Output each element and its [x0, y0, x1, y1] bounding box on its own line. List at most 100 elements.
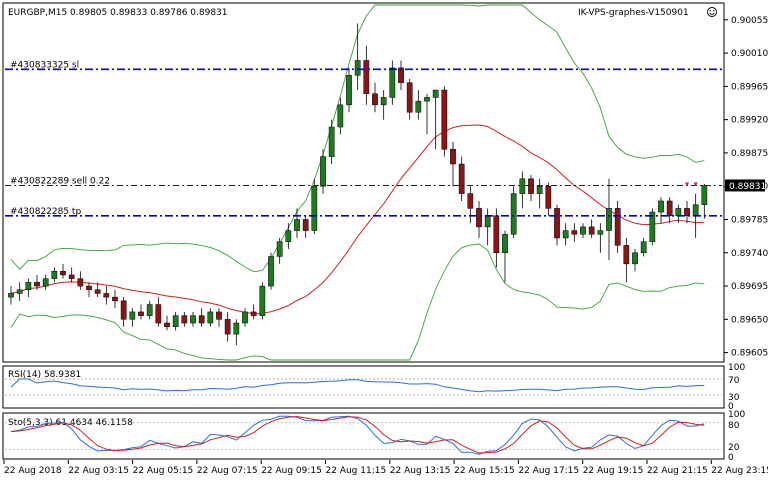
time-axis-label: 22 Aug 23:15 — [711, 466, 768, 476]
candle[interactable] — [354, 23, 361, 91]
candle[interactable] — [138, 304, 144, 320]
candle[interactable] — [86, 282, 92, 298]
candle[interactable] — [112, 289, 118, 309]
candle[interactable] — [34, 274, 40, 290]
candle[interactable] — [467, 186, 474, 224]
candle[interactable] — [42, 274, 49, 290]
candle[interactable] — [554, 204, 560, 246]
candle[interactable] — [363, 45, 370, 105]
candle[interactable] — [580, 223, 586, 238]
candle[interactable] — [120, 297, 127, 327]
candle[interactable] — [684, 200, 690, 224]
candle[interactable] — [60, 263, 66, 279]
candle[interactable] — [614, 200, 621, 253]
candle[interactable] — [250, 304, 257, 320]
candle[interactable] — [406, 78, 413, 120]
sto-level-label: 100 — [728, 410, 745, 420]
candle-body — [519, 178, 526, 194]
candle[interactable] — [701, 183, 708, 219]
candle[interactable] — [536, 178, 543, 209]
candle[interactable] — [545, 182, 552, 216]
candle-body — [60, 271, 66, 276]
candle-body — [441, 89, 448, 150]
candle[interactable] — [268, 252, 274, 290]
candle-body — [597, 230, 604, 235]
candle[interactable] — [155, 297, 162, 327]
candle-body — [406, 82, 413, 113]
candle[interactable] — [285, 223, 292, 250]
candle[interactable] — [224, 311, 231, 342]
candle-body — [476, 208, 482, 228]
candle[interactable] — [198, 308, 205, 327]
candle[interactable] — [172, 311, 179, 331]
candle[interactable] — [181, 311, 188, 327]
candle[interactable] — [242, 308, 248, 327]
candle[interactable] — [164, 315, 170, 331]
candle[interactable] — [8, 286, 14, 305]
candle[interactable] — [562, 223, 569, 246]
candle[interactable] — [519, 171, 526, 209]
candle[interactable] — [649, 208, 656, 246]
candle[interactable] — [302, 215, 309, 238]
candle[interactable] — [458, 156, 465, 201]
candle[interactable] — [233, 319, 240, 346]
candle[interactable] — [346, 67, 352, 113]
candle[interactable] — [510, 186, 517, 238]
candle[interactable] — [623, 237, 630, 283]
candle[interactable] — [207, 308, 214, 327]
candle[interactable] — [424, 93, 430, 135]
candle[interactable] — [632, 249, 638, 272]
candle[interactable] — [328, 119, 335, 165]
candle[interactable] — [528, 175, 534, 201]
candle[interactable] — [640, 237, 647, 257]
candle[interactable] — [129, 308, 136, 327]
candle[interactable] — [190, 311, 196, 327]
candle[interactable] — [16, 282, 23, 301]
candle[interactable] — [415, 90, 422, 120]
candle[interactable] — [606, 178, 612, 261]
candle[interactable] — [320, 149, 326, 194]
candle[interactable] — [380, 90, 387, 120]
candle[interactable] — [337, 97, 344, 135]
candle-body — [242, 311, 248, 324]
candle[interactable] — [276, 237, 283, 264]
candle-body — [632, 252, 638, 265]
candle[interactable] — [294, 208, 300, 238]
candle[interactable] — [77, 271, 84, 290]
candle[interactable] — [398, 60, 404, 91]
candle-body — [16, 289, 23, 294]
candle[interactable] — [597, 223, 604, 253]
candle[interactable] — [476, 200, 482, 238]
sto-level-label: 20 — [728, 443, 740, 453]
candle[interactable] — [68, 267, 75, 283]
symbol-title: EURGBP,M15 0.89805 0.89833 0.89786 0.898… — [8, 8, 228, 18]
candle-body — [190, 315, 196, 324]
candle[interactable] — [441, 86, 448, 157]
candle[interactable] — [216, 308, 222, 327]
moving-average-line — [10, 124, 705, 315]
main-price-panel[interactable] — [2, 2, 725, 363]
candle[interactable] — [259, 282, 266, 320]
candle[interactable] — [571, 223, 578, 242]
stochastic-panel[interactable] — [2, 412, 725, 460]
candle[interactable] — [658, 197, 664, 224]
candle[interactable] — [502, 230, 508, 283]
candle[interactable] — [372, 82, 378, 113]
candle[interactable] — [94, 282, 101, 298]
candle-body — [502, 234, 508, 254]
candle[interactable] — [666, 197, 673, 224]
candle[interactable] — [389, 60, 396, 105]
candle[interactable] — [25, 278, 32, 298]
candle-body — [112, 296, 118, 302]
candle[interactable] — [146, 300, 153, 320]
candle[interactable] — [588, 219, 595, 238]
candle[interactable] — [450, 141, 456, 187]
candle[interactable] — [432, 89, 439, 150]
time-axis-label: 22 Aug 15:15 — [454, 466, 515, 476]
candle[interactable] — [311, 178, 318, 235]
candle[interactable] — [103, 286, 110, 305]
candle-body — [207, 311, 214, 324]
candle[interactable] — [51, 267, 58, 283]
